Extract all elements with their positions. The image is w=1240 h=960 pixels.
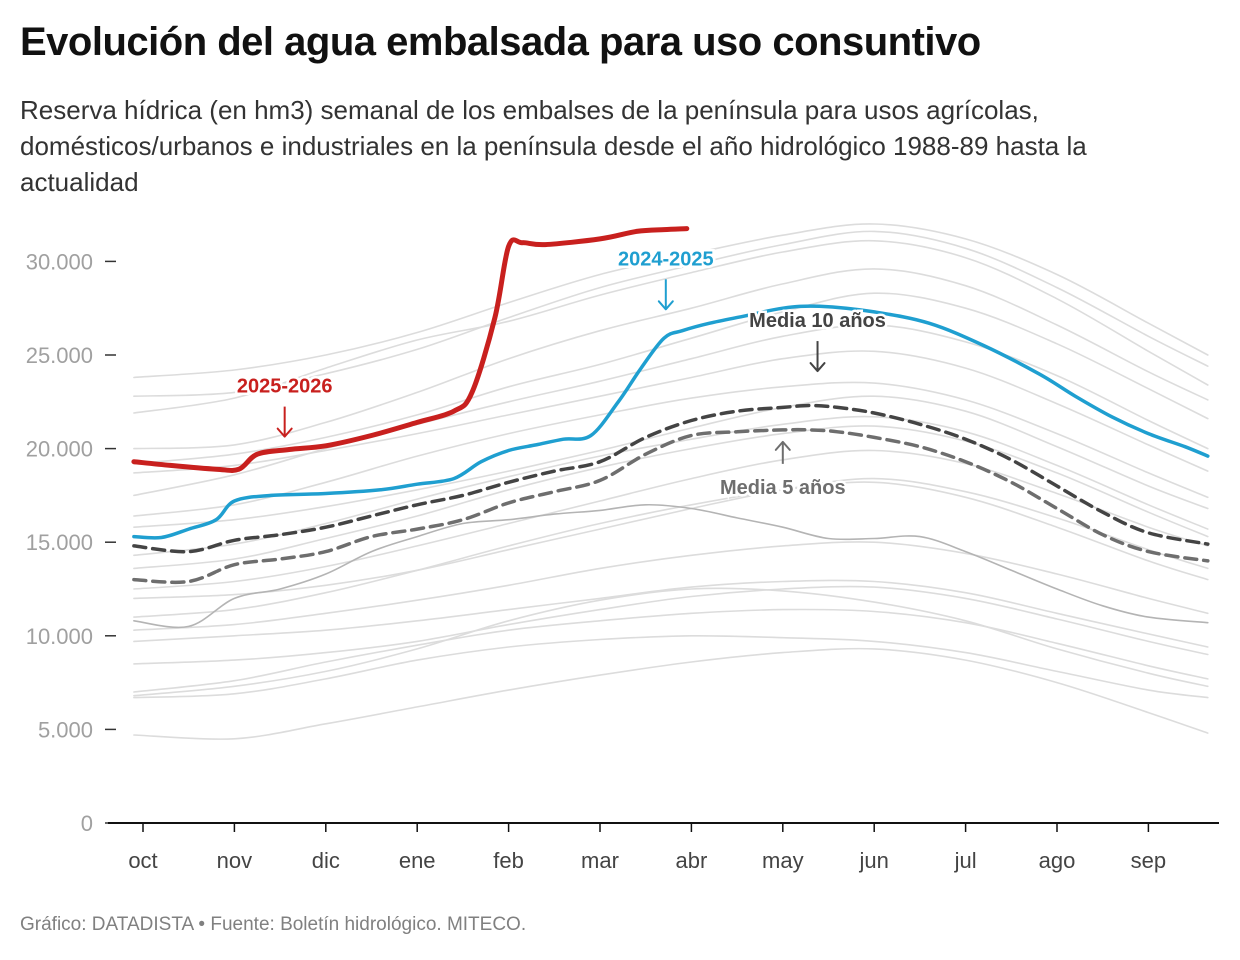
series-history-12 bbox=[133, 449, 1209, 590]
x-tick-label: mar bbox=[581, 848, 619, 873]
x-tick-label: ene bbox=[399, 848, 436, 873]
series-history-9 bbox=[133, 395, 1209, 528]
annotation-label-media-5-a-os: Media 5 años bbox=[720, 477, 846, 499]
highlight-lines bbox=[131, 226, 1210, 585]
annotation-label-2025-2026: 2025-2026 bbox=[237, 376, 333, 398]
y-tick-label: 20.000 bbox=[26, 437, 93, 462]
series-2025-2026 bbox=[131, 226, 690, 473]
series-history-6 bbox=[133, 324, 1209, 497]
y-tick-label: 15.000 bbox=[26, 530, 93, 555]
y-axis: 0 5.000 10.000 15.000 20.000 25.000 30.000 bbox=[26, 249, 116, 836]
history-lines bbox=[133, 223, 1209, 740]
series-history-14 bbox=[133, 481, 1209, 618]
x-tick-label: abr bbox=[676, 848, 708, 873]
series-history-17 bbox=[133, 585, 1209, 665]
series-history-20 bbox=[133, 587, 1209, 697]
series-history-4 bbox=[133, 268, 1209, 450]
x-tick-label: ago bbox=[1039, 848, 1076, 873]
x-tick-label: jul bbox=[954, 848, 977, 873]
series-media-5-a-os bbox=[132, 427, 1210, 585]
series-history-8 bbox=[133, 381, 1209, 517]
y-tick-label: 25.000 bbox=[26, 343, 93, 368]
series-history-13 bbox=[133, 477, 1209, 600]
x-tick-label: nov bbox=[217, 848, 252, 873]
series-2024-2025 bbox=[132, 304, 1210, 540]
series-history-15 bbox=[133, 541, 1209, 631]
y-tick-label: 5.000 bbox=[38, 717, 93, 742]
y-tick-label: 10.000 bbox=[26, 624, 93, 649]
series-history-1 bbox=[133, 223, 1209, 379]
line-chart: 0 5.000 10.000 15.000 20.000 25.000 30.000 oct… bbox=[26, 223, 1219, 873]
series-history-11 bbox=[133, 425, 1209, 570]
annotation-label-media-10-a-os: Media 10 años bbox=[749, 310, 886, 332]
series-history-21 bbox=[133, 647, 1209, 740]
series-history-18 bbox=[133, 608, 1209, 693]
x-tick-label: sep bbox=[1131, 848, 1166, 873]
series-history-19 bbox=[133, 634, 1209, 699]
x-tick-label: oct bbox=[128, 848, 157, 873]
series-history-2 bbox=[133, 230, 1209, 397]
y-tick-label: 30.000 bbox=[26, 249, 93, 274]
page-title: Evolución del agua embalsada para uso co… bbox=[20, 20, 981, 64]
annotation-label-2024-2025: 2024-2025 bbox=[618, 248, 714, 270]
series-history-7 bbox=[133, 350, 1209, 474]
series-history-5 bbox=[133, 292, 1209, 465]
series-history-10 bbox=[133, 415, 1209, 557]
x-tick-label: jun bbox=[859, 848, 889, 873]
annotation-arrowhead-media-10-a-os bbox=[809, 362, 826, 373]
x-tick-label: feb bbox=[493, 848, 524, 873]
series-history-22 bbox=[133, 503, 1209, 629]
annotation-arrowhead-2024-2025 bbox=[657, 300, 674, 311]
page-subtitle: Reserva hídrica (en hm3) semanal de los … bbox=[20, 95, 1087, 197]
x-axis: oct nov dic ene feb mar abr may jun jul ago sep bbox=[108, 822, 1219, 873]
series-history-16 bbox=[133, 579, 1209, 648]
y-tick-label: 0 bbox=[81, 811, 93, 836]
series-history-3 bbox=[133, 239, 1209, 414]
series-media-10-a-os bbox=[132, 403, 1210, 554]
annotations: 2025-2026 2024-2025 Media 10 años Media 5 a… bbox=[234, 246, 888, 502]
x-tick-label: may bbox=[762, 848, 804, 873]
annotation-arrowhead-2025-2026 bbox=[276, 427, 293, 438]
x-tick-label: dic bbox=[312, 848, 340, 873]
annotation-arrowhead-media-5-a-os bbox=[774, 440, 791, 451]
chart-source: Gráfico: DATADISTA • Fuente: Boletín hid… bbox=[20, 914, 527, 935]
